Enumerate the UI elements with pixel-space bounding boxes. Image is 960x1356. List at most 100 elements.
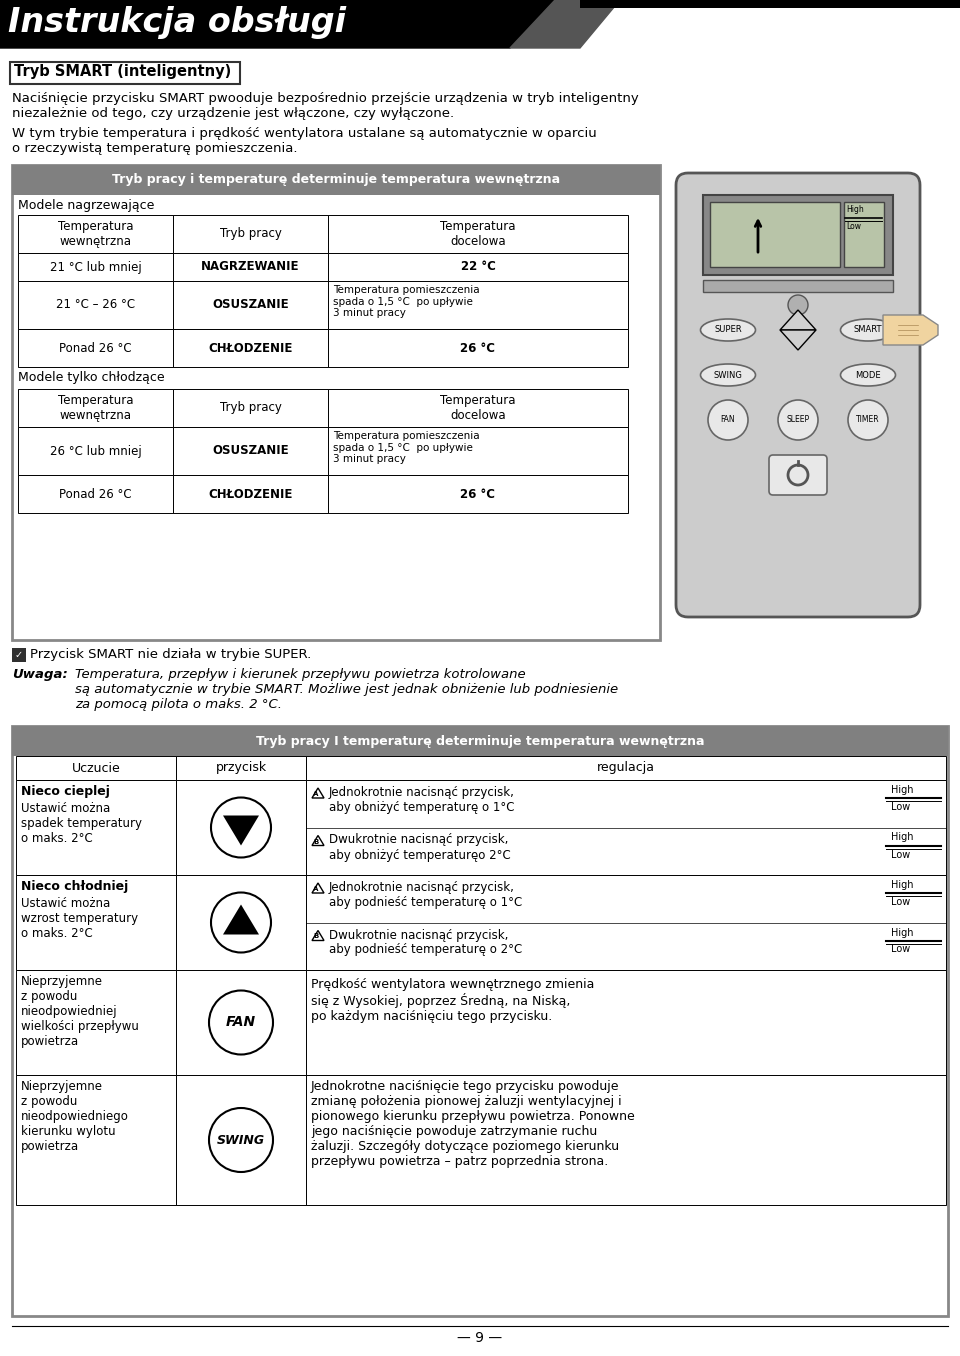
Circle shape: [211, 892, 271, 952]
Polygon shape: [312, 930, 324, 941]
Text: Nieprzyjemne
z powodu
nieodpowiedniego
kierunku wylotu
powietrza: Nieprzyjemne z powodu nieodpowiedniego k…: [21, 1079, 129, 1153]
Text: — 9 —: — 9 —: [457, 1332, 503, 1345]
Text: ✓: ✓: [15, 650, 23, 660]
Bar: [16, 970, 176, 1075]
Bar: [10, 62, 240, 84]
Bar: [328, 475, 628, 513]
Bar: [306, 757, 946, 780]
Bar: [328, 281, 628, 330]
Polygon shape: [312, 788, 324, 797]
Bar: [18, 475, 173, 513]
Bar: [18, 254, 173, 281]
Text: Low: Low: [891, 849, 910, 860]
Text: Jednokrotne naciśnięcie tego przycisku powoduje
zmianę położenia pionowej żaluzj: Jednokrotne naciśnięcie tego przycisku p…: [311, 1079, 635, 1168]
Bar: [173, 254, 328, 281]
Text: regulacja: regulacja: [597, 762, 655, 774]
Text: Low: Low: [846, 222, 861, 231]
Bar: [703, 279, 893, 292]
Text: CHŁODZENIE: CHŁODZENIE: [208, 488, 293, 500]
Text: B: B: [313, 933, 319, 940]
Text: Low: Low: [891, 898, 910, 907]
Text: CHŁODZENIE: CHŁODZENIE: [208, 342, 293, 354]
Text: OSUSZANIE: OSUSZANIE: [212, 298, 289, 312]
Text: TIMER: TIMER: [856, 415, 879, 424]
Text: SLEEP: SLEEP: [786, 415, 809, 424]
Text: NAGRZEWANIE: NAGRZEWANIE: [202, 260, 300, 274]
Bar: [306, 1075, 946, 1205]
Text: Tryb SMART (inteligentny): Tryb SMART (inteligentny): [14, 64, 231, 79]
Bar: [710, 202, 840, 267]
Bar: [173, 216, 328, 254]
Text: Low: Low: [891, 801, 910, 812]
Bar: [173, 427, 328, 475]
Bar: [703, 195, 893, 275]
Text: SWING: SWING: [217, 1134, 265, 1147]
Bar: [306, 875, 946, 970]
Text: High: High: [891, 833, 914, 842]
Text: Dwukrotnie nacisnąć przycisk,
aby podnieść temperaturę o 2°C: Dwukrotnie nacisnąć przycisk, aby podnie…: [329, 929, 522, 956]
Bar: [306, 970, 946, 1075]
Circle shape: [848, 400, 888, 439]
Bar: [12, 165, 660, 195]
Bar: [328, 427, 628, 475]
Bar: [580, 0, 960, 8]
Bar: [18, 389, 173, 427]
Text: przycisk: przycisk: [215, 762, 267, 774]
Bar: [176, 970, 306, 1075]
Text: Instrukcja obsługi: Instrukcja obsługi: [8, 5, 347, 39]
Bar: [176, 875, 306, 970]
Bar: [18, 281, 173, 330]
FancyBboxPatch shape: [769, 456, 827, 495]
Text: Temperatura
docelowa: Temperatura docelowa: [441, 220, 516, 248]
Text: Temperatura
wewnętrzna: Temperatura wewnętrzna: [58, 395, 133, 422]
Text: High: High: [891, 785, 914, 795]
Text: Low: Low: [891, 945, 910, 955]
Text: Nieprzyjemne
z powodu
nieodpowiedniej
wielkości przepływu
powietrza: Nieprzyjemne z powodu nieodpowiedniej wi…: [21, 975, 139, 1048]
Text: MODE: MODE: [855, 370, 881, 380]
Text: 21 °C – 26 °C: 21 °C – 26 °C: [56, 298, 135, 312]
Text: W tym trybie temperatura i prędkość wentylatora ustalane są automatycznie w opar: W tym trybie temperatura i prędkość went…: [12, 127, 597, 155]
Bar: [18, 330, 173, 367]
Bar: [12, 725, 948, 1317]
Bar: [306, 780, 946, 875]
Bar: [16, 780, 176, 875]
Text: B: B: [313, 838, 319, 845]
Text: Uczucie: Uczucie: [72, 762, 120, 774]
Bar: [173, 389, 328, 427]
Text: Temperatura, przepływ i kierunek przepływu powietrza kotrolowane
są automatyczni: Temperatura, przepływ i kierunek przepły…: [75, 669, 618, 711]
Text: Ustawić można
spadek temperatury
o maks. 2°C: Ustawić można spadek temperatury o maks.…: [21, 801, 142, 845]
Bar: [328, 389, 628, 427]
Text: High: High: [891, 928, 914, 937]
Text: FAN: FAN: [226, 1016, 256, 1029]
Polygon shape: [780, 330, 816, 350]
FancyBboxPatch shape: [676, 174, 920, 617]
Text: Dwukrotnie nacisnąć przycisk,
aby obniżyć temperaturęo 2°C: Dwukrotnie nacisnąć przycisk, aby obniży…: [329, 834, 511, 861]
Bar: [173, 281, 328, 330]
Ellipse shape: [841, 319, 896, 340]
Text: Tryb pracy: Tryb pracy: [220, 401, 281, 415]
Bar: [328, 330, 628, 367]
Bar: [18, 427, 173, 475]
Circle shape: [708, 400, 748, 439]
Text: 22 °C: 22 °C: [461, 260, 495, 274]
Bar: [173, 475, 328, 513]
Text: Ustawić można
wzrost temperatury
o maks. 2°C: Ustawić można wzrost temperatury o maks.…: [21, 898, 138, 940]
Text: Tryb pracy i temperaturę determinuje temperatura wewnętrzna: Tryb pracy i temperaturę determinuje tem…: [112, 174, 560, 187]
Bar: [0, 0, 960, 50]
Bar: [16, 757, 176, 780]
Text: Temperatura
wewnętrzna: Temperatura wewnętrzna: [58, 220, 133, 248]
Ellipse shape: [841, 363, 896, 386]
Text: SUPER: SUPER: [714, 325, 742, 335]
Bar: [176, 757, 306, 780]
Polygon shape: [312, 883, 324, 894]
Text: 26 °C lub mniej: 26 °C lub mniej: [50, 445, 141, 457]
Text: OSUSZANIE: OSUSZANIE: [212, 445, 289, 457]
Text: Uwaga:: Uwaga:: [12, 669, 68, 681]
Circle shape: [211, 797, 271, 857]
Text: Przycisk SMART nie działa w trybie SUPER.: Przycisk SMART nie działa w trybie SUPER…: [30, 648, 311, 660]
Bar: [16, 875, 176, 970]
Polygon shape: [223, 815, 259, 846]
Text: FAN: FAN: [721, 415, 735, 424]
Text: Nieco chłodniej: Nieco chłodniej: [21, 880, 129, 894]
Text: Jednokrotnie nacisnąć przycisk,
aby podnieść temperaturę o 1°C: Jednokrotnie nacisnąć przycisk, aby podn…: [329, 881, 522, 909]
